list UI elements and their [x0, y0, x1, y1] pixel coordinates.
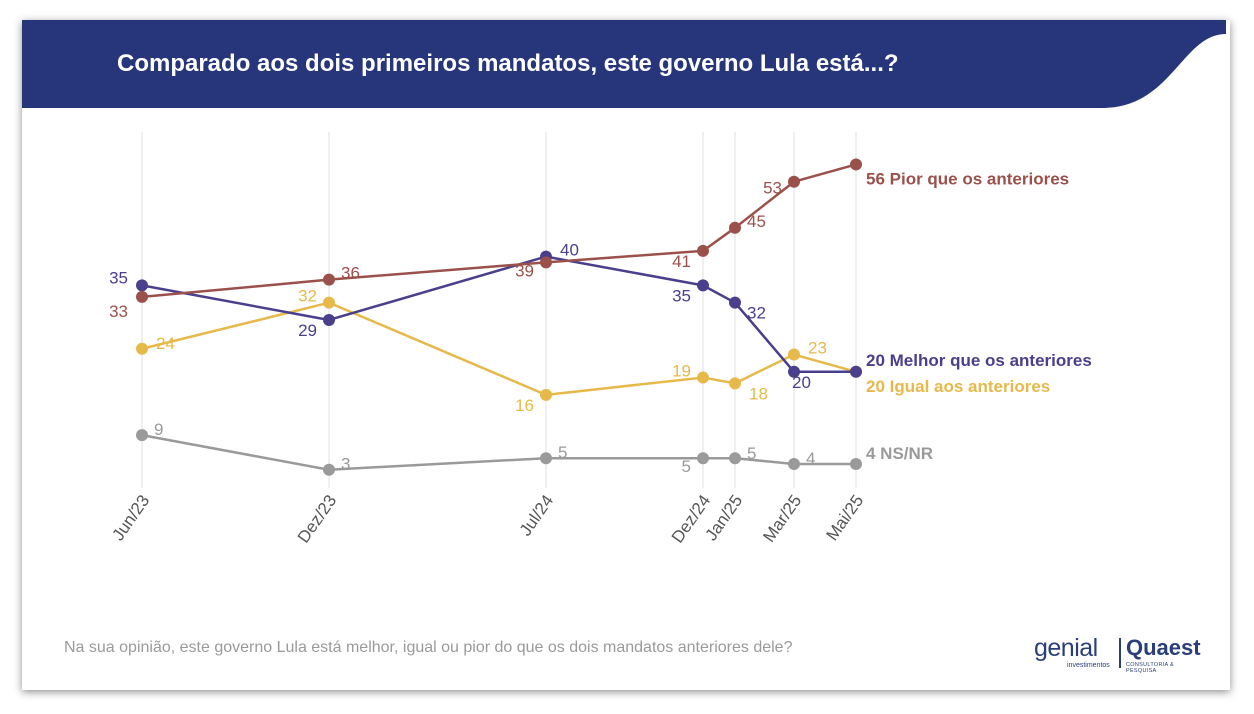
data-label-melhor: 20: [792, 373, 811, 392]
data-point-nsnr: [850, 457, 862, 470]
chart-title: Comparado aos dois primeiros mandatos, e…: [117, 50, 899, 77]
data-point-nsnr: [729, 452, 741, 465]
data-label-nsnr: 3: [341, 455, 350, 474]
series-end-label-pior: 56 Pior que os anteriores: [866, 169, 1069, 188]
data-point-nsnr: [788, 457, 800, 470]
data-point-nsnr: [697, 452, 709, 465]
series-end-label-igual: 20 Igual aos anteriores: [866, 377, 1050, 396]
data-label-igual: 19: [672, 362, 691, 381]
quaest-logo: Quaest: [1126, 635, 1201, 660]
data-point-igual: [788, 348, 800, 361]
survey-question-footnote: Na sua opinião, este governo Lula está m…: [64, 639, 793, 656]
data-point-nsnr: [540, 452, 552, 465]
data-label-melhor: 35: [672, 286, 691, 305]
data-point-igual: [729, 377, 741, 390]
data-label-nsnr: 9: [154, 420, 163, 439]
data-point-melhor: [850, 365, 862, 378]
data-label-nsnr: 5: [682, 457, 691, 476]
logo-separator: [1119, 638, 1121, 668]
genial-logo: genial: [1034, 634, 1098, 662]
data-label-igual: 16: [515, 396, 534, 415]
data-label-pior: 36: [341, 264, 360, 283]
x-tick-label: Mar/25: [759, 491, 805, 545]
data-label-igual: 32: [298, 287, 317, 306]
data-point-pior: [323, 273, 335, 286]
data-point-melhor: [729, 296, 741, 309]
data-point-igual: [136, 342, 148, 355]
data-point-pior: [697, 244, 709, 257]
data-label-nsnr: 4: [806, 449, 815, 468]
data-label-melhor: 40: [560, 241, 579, 260]
data-point-melhor: [323, 313, 335, 326]
x-tick-label: Jul/24: [516, 491, 558, 539]
data-label-igual: 24: [156, 334, 175, 353]
data-point-pior: [136, 290, 148, 303]
data-label-pior: 39: [515, 261, 534, 280]
data-point-pior: [788, 175, 800, 188]
data-label-melhor: 29: [298, 321, 317, 340]
title-banner: [22, 20, 1226, 108]
quaest-logo-subtitle: CONSULTORIA & PESQUISA: [1126, 662, 1175, 674]
data-label-nsnr: 5: [558, 443, 567, 462]
data-point-melhor: [136, 279, 148, 292]
x-tick-label: Mai/25: [822, 491, 867, 544]
data-label-pior: 41: [672, 252, 691, 271]
series-end-label-melhor: 20 Melhor que os anteriores: [866, 351, 1092, 370]
data-label-nsnr: 5: [747, 444, 756, 463]
chart-card: Comparado aos dois primeiros mandatos, e…: [22, 20, 1230, 690]
series-end-label-nsnr: 4 NS/NR: [866, 444, 933, 463]
data-label-pior: 53: [763, 179, 782, 198]
x-tick-label: Dez/23: [294, 491, 340, 546]
logos: genial investimentos Quaest CONSULTORIA …: [1034, 634, 1204, 674]
data-point-igual: [323, 296, 335, 309]
data-point-nsnr: [136, 429, 148, 442]
data-label-melhor: 35: [109, 268, 128, 287]
data-label-igual: 18: [749, 384, 768, 403]
data-point-melhor: [697, 279, 709, 292]
data-label-melhor: 32: [747, 304, 766, 323]
data-point-pior: [850, 158, 862, 171]
data-label-igual: 23: [808, 339, 827, 358]
x-tick-label: Jun/23: [108, 491, 153, 544]
data-label-pior: 45: [747, 212, 766, 231]
data-point-pior: [540, 256, 552, 269]
genial-logo-subtitle: investimentos: [1067, 662, 1110, 669]
data-point-igual: [697, 371, 709, 384]
data-label-pior: 33: [109, 302, 128, 321]
data-point-igual: [540, 388, 552, 401]
data-point-melhor: [788, 365, 800, 378]
data-point-pior: [729, 221, 741, 234]
data-point-nsnr: [323, 463, 335, 476]
